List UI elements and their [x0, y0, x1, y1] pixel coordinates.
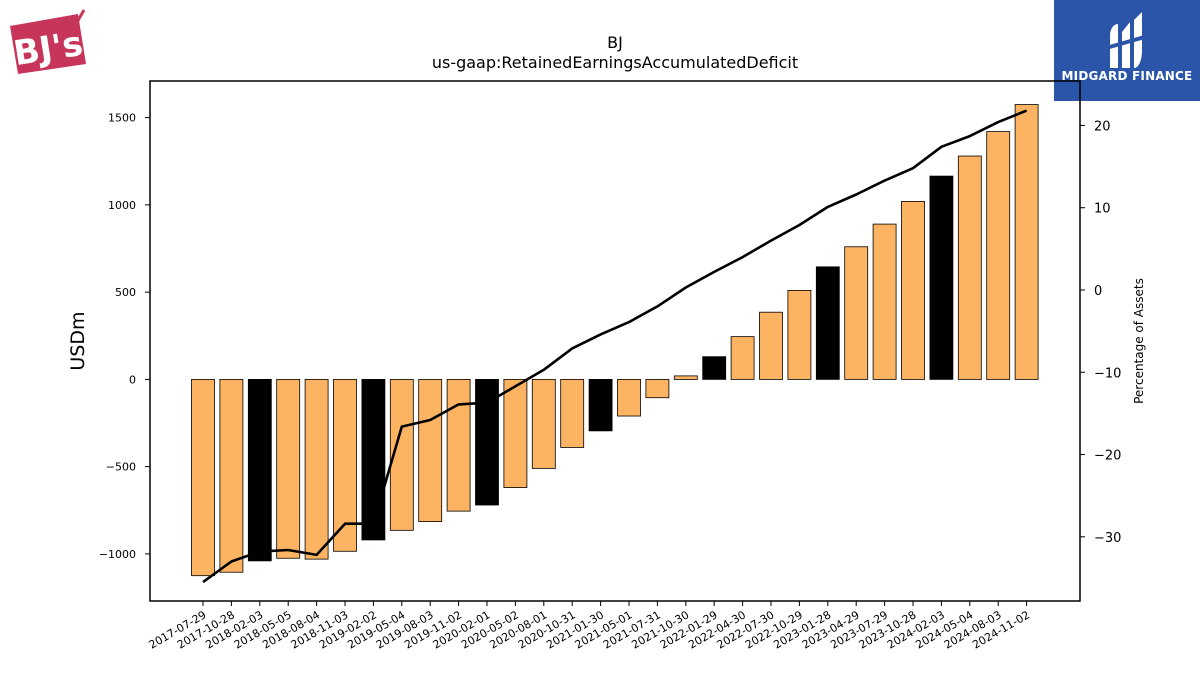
bar-2021-10-30 [673, 375, 698, 380]
bar-2018-11-03 [333, 378, 357, 552]
line-series [202, 109, 1028, 584]
y-tick-label: 1000 [108, 199, 136, 212]
company-logo-badge [10, 14, 86, 74]
bar-2019-11-02 [446, 378, 471, 512]
bar-2018-05-05 [276, 378, 301, 559]
y2-tick-label: 20 [1094, 119, 1111, 134]
bar-2020-05-02 [503, 378, 528, 488]
y-tick-label: −500 [106, 461, 136, 474]
bar-2023-01-28 [815, 266, 840, 380]
bar-2020-10-31 [560, 378, 585, 448]
y2-axis-label: Percentage of Assets [1132, 278, 1146, 404]
y-tick-label: 0 [129, 373, 136, 386]
bar-2023-04-29 [844, 246, 869, 380]
chart-title: BJ [607, 33, 623, 52]
line-group [202, 109, 1028, 584]
y-axis-left: −1000 −500 0 500 1000 1500 [99, 112, 150, 561]
bar-2024-02-03 [929, 175, 954, 380]
brand-name: MIDGARD FINANCE [1061, 69, 1193, 83]
y2-tick-label: −20 [1094, 449, 1121, 464]
bar-2019-02-02 [361, 378, 386, 541]
bar-2021-05-01 [617, 378, 641, 417]
bar-2024-11-02 [1014, 104, 1039, 380]
bar-2018-08-04 [304, 378, 329, 560]
bar-2022-04-30 [730, 336, 755, 380]
bar-2022-10-29 [787, 289, 812, 380]
y2-tick-label: −10 [1094, 366, 1121, 381]
bar-2022-07-30 [759, 311, 783, 380]
company-logo: BJ's [8, 8, 88, 76]
brand-mark-icon [1105, 12, 1149, 68]
y-axis-right: −30 −20 −10 0 10 20 [1080, 119, 1121, 546]
bar-2017-07-29 [191, 378, 215, 577]
bar-2021-07-31 [645, 378, 670, 399]
brand-logo: MIDGARD FINANCE [1054, 0, 1200, 101]
check-icon [70, 9, 86, 27]
bar-2021-01-30 [588, 378, 613, 432]
y-axis-label: USDm [67, 311, 89, 370]
bar-2023-07-29 [872, 223, 897, 380]
chart-subtitle: us-gaap:RetainedEarningsAccumulatedDefic… [432, 53, 798, 72]
bar-2020-02-01 [475, 378, 499, 506]
y2-tick-label: 0 [1094, 284, 1102, 299]
y-tick-label: 500 [115, 286, 136, 299]
bar-2017-10-28 [219, 378, 244, 573]
bar-2022-01-29 [702, 356, 727, 380]
y-tick-label: −1000 [99, 548, 136, 561]
bar-2024-05-04 [957, 155, 982, 380]
x-axis: 2017-07-292017-10-282018-02-032018-05-05… [147, 601, 1032, 652]
bar-2024-08-03 [986, 131, 1011, 380]
y-tick-label: 1500 [108, 112, 136, 125]
bar-2019-05-04 [389, 378, 414, 531]
bar-2020-08-01 [531, 378, 556, 469]
bar-2019-08-03 [418, 378, 443, 523]
y2-tick-label: 10 [1094, 202, 1111, 217]
bar-2023-10-28 [901, 201, 925, 380]
bar-2018-02-03 [247, 378, 272, 562]
bars-group [191, 104, 1039, 577]
y2-tick-label: −30 [1094, 531, 1121, 546]
plot-frame [149, 80, 1081, 602]
